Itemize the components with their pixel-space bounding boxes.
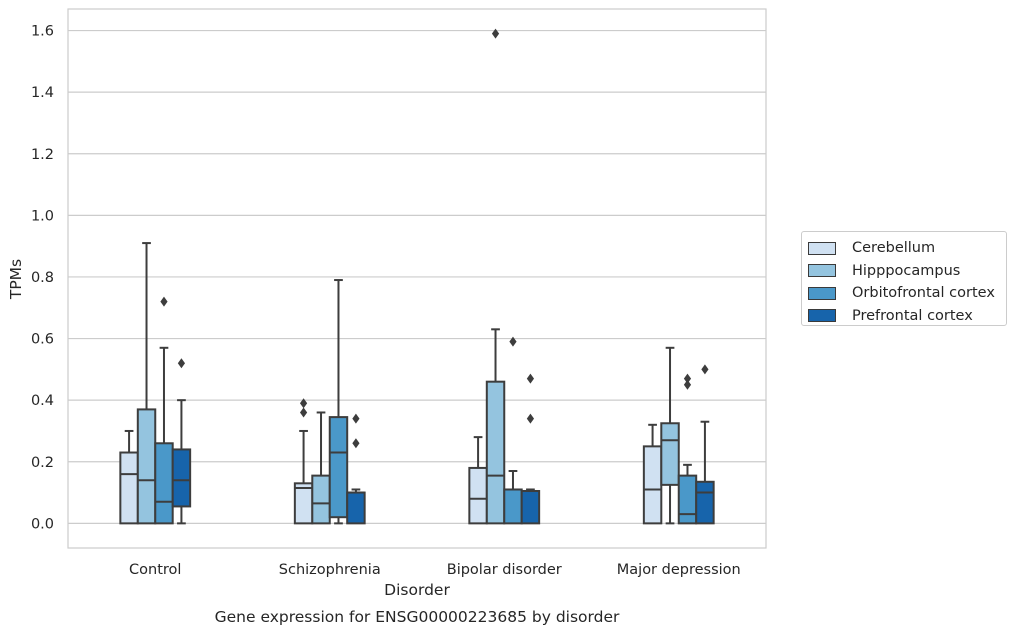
outlier-point	[160, 296, 168, 307]
legend-swatch	[808, 286, 836, 300]
box-body	[346, 491, 366, 525]
legend-label: Cerebellum	[852, 240, 936, 257]
box-cerebellum	[468, 436, 488, 525]
chart-caption: Gene expression for ENSG00000223685 by d…	[215, 608, 620, 626]
box-prefrontal-cortex	[695, 364, 715, 525]
y-tick-label: 1.6	[31, 24, 54, 40]
box-hipppocampus	[660, 346, 680, 525]
box-body	[677, 474, 698, 525]
legend-item: Prefrontal cortex	[808, 305, 1006, 328]
outlier-point	[683, 379, 692, 390]
outlier-point	[491, 28, 500, 39]
outlier-point	[299, 398, 308, 409]
y-tick-label: 0.4	[31, 393, 54, 409]
box-orbitofrontal-cortex	[503, 336, 523, 525]
outlier-point	[177, 358, 186, 369]
box-body	[171, 448, 192, 508]
x-tick-label: Major depression	[617, 562, 741, 578]
box-orbitofrontal-cortex	[328, 279, 349, 525]
box-body	[136, 408, 157, 525]
outlier-point	[526, 413, 535, 424]
x-tick-label: Schizophrenia	[279, 562, 381, 578]
legend-swatch	[808, 309, 836, 323]
y-tick-labels: 0.0 0.2 0.4 0.6 0.8 1.0 1.2 1.4 1.6	[31, 24, 54, 533]
legend-item: Orbitofrontal cortex	[808, 282, 1006, 305]
box-body	[328, 416, 349, 519]
y-tick-label: 1.0	[31, 208, 54, 224]
box-body	[311, 474, 331, 525]
box-prefrontal-cortex	[171, 358, 192, 525]
legend-label: Orbitofrontal cortex	[852, 285, 995, 302]
box-body	[642, 445, 663, 525]
legend-swatch	[808, 241, 836, 255]
plot-frame	[67, 8, 767, 549]
box-orbitofrontal-cortex	[154, 296, 174, 525]
box-body	[485, 380, 506, 525]
box-prefrontal-cortex	[346, 413, 366, 525]
outlier-point	[683, 373, 692, 384]
box-body	[119, 451, 139, 525]
legend: Cerebellum Hipppocampus Orbitofrontal co…	[801, 231, 1007, 326]
y-tick-label: 0.0	[31, 516, 54, 532]
box-body	[468, 466, 488, 525]
outlier-point	[299, 407, 308, 418]
box-cerebellum	[293, 398, 314, 525]
y-tick-label: 0.2	[31, 455, 54, 471]
outlier-point	[352, 438, 360, 449]
box-hipppocampus	[485, 28, 506, 525]
outlier-point	[526, 373, 535, 384]
x-tick-label: Bipolar disorder	[447, 562, 562, 578]
box-body	[660, 422, 680, 486]
y-tick-label: 1.2	[31, 147, 54, 163]
box-body	[154, 442, 174, 525]
legend-item: Cerebellum	[808, 237, 1006, 260]
box-body	[695, 480, 715, 525]
x-tick-labels: Control Schizophrenia Bipolar disorder Majo…	[129, 562, 741, 578]
y-axis-label: TPMs	[7, 259, 25, 300]
legend-item: Hipppocampus	[808, 260, 1006, 283]
y-tick-label: 0.8	[31, 270, 54, 286]
outlier-point	[701, 364, 709, 375]
x-tick-label: Control	[129, 562, 181, 578]
box-orbitofrontal-cortex	[677, 373, 698, 525]
x-axis-label: Disorder	[384, 581, 450, 599]
y-tick-label: 0.6	[31, 332, 54, 348]
box-body	[293, 482, 314, 525]
box-hipppocampus	[136, 242, 157, 525]
box-cerebellum	[642, 423, 663, 525]
outlier-point	[352, 413, 360, 424]
box-prefrontal-cortex	[520, 373, 541, 525]
boxes	[119, 28, 715, 525]
legend-label: Hipppocampus	[852, 262, 961, 279]
box-body	[520, 490, 541, 525]
outlier-point	[509, 336, 517, 347]
legend-swatch	[808, 264, 836, 278]
box-cerebellum	[119, 429, 139, 525]
box-body	[503, 488, 523, 525]
y-tick-label: 1.4	[31, 85, 54, 101]
legend-label: Prefrontal cortex	[852, 307, 973, 324]
box-hipppocampus	[311, 411, 331, 525]
